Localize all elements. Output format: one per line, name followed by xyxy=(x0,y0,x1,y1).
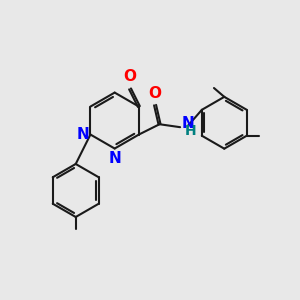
Text: N: N xyxy=(108,151,121,166)
Text: N: N xyxy=(76,127,89,142)
Text: H: H xyxy=(184,124,196,138)
Text: O: O xyxy=(148,86,162,101)
Text: O: O xyxy=(124,70,136,85)
Text: N: N xyxy=(182,116,194,131)
